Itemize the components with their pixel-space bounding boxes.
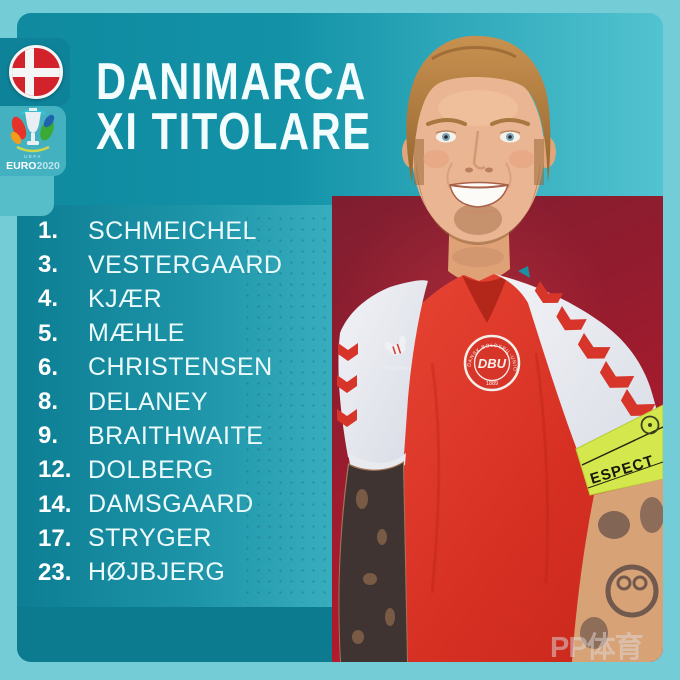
player-number: 17. [38, 524, 72, 552]
crest-year: 1889 [486, 381, 498, 387]
main-panel: ESPECT DANSK BOLDSPIL-UNION [17, 13, 663, 662]
list-item: 6. CHRISTENSEN [38, 351, 328, 385]
player-number: 12. [38, 456, 72, 484]
list-item: 1. SCHMEICHEL [38, 214, 328, 248]
player-photo: ESPECT DANSK BOLDSPIL-UNION [332, 13, 663, 662]
player-name: SCHMEICHEL [88, 216, 257, 245]
player-name: DAMSGAARD [88, 490, 254, 519]
player-name: CHRISTENSEN [88, 353, 273, 382]
player-number: 14. [38, 490, 72, 518]
player-number: 4. [38, 285, 59, 313]
list-item: 3. VESTERGAARD [38, 248, 328, 282]
player-name: HØJBJERG [88, 558, 226, 587]
player-number: 23. [38, 558, 72, 586]
list-item: 5. MÆHLE [38, 317, 328, 351]
list-item: 12. DOLBERG [38, 453, 328, 487]
hummel-chevrons-right [534, 281, 656, 416]
list-item: 23. HØJBJERG [38, 556, 328, 590]
list-item: 14. DAMSGAARD [38, 488, 328, 522]
list-item: 8. DELANEY [38, 385, 328, 419]
player-name: BRAITHWAITE [88, 421, 264, 450]
hummel-chevrons-left [337, 343, 358, 427]
captain-armband: ESPECT [575, 404, 663, 496]
player-list: 1. SCHMEICHEL 3. VESTERGAARD 4. KJÆR 5. … [38, 214, 328, 590]
title-line-2: XI TITOLARE [96, 103, 372, 161]
player-name: DELANEY [88, 387, 209, 416]
uefa-label: UEFA [24, 154, 42, 159]
player-name: KJÆR [88, 284, 163, 313]
left-arm-tattoo-highlights [352, 489, 395, 644]
hummel-logo: hummel [384, 335, 411, 372]
hummel-wordmark: hummel [385, 365, 411, 372]
euro-label: EURO [6, 160, 36, 172]
player-name: MÆHLE [88, 319, 185, 348]
list-item: 17. STRYGER [38, 522, 328, 556]
player-number: 6. [38, 353, 59, 381]
title-line-1: DANIMARCA [96, 53, 367, 111]
euro-tile-tab [0, 176, 54, 216]
page-title: DANIMARCA XI TITOLARE [96, 53, 441, 161]
euro-year: 2020 [36, 160, 60, 172]
euro2020-logo-icon: UEFA EURO2020 [6, 108, 60, 172]
player-number: 8. [38, 388, 59, 416]
pp-sports-watermark: PP体育 [550, 632, 644, 664]
player-number: 5. [38, 319, 59, 347]
right-arm-tattoos [580, 497, 663, 649]
list-item: 9. BRAITHWAITE [38, 419, 328, 453]
list-item: 4. KJÆR [38, 282, 328, 316]
euro2020-tile: UEFA EURO2020 [0, 106, 66, 176]
crest-label: DBU [478, 356, 507, 371]
list-background [17, 205, 332, 607]
player-number: 9. [38, 422, 59, 450]
player-name: DOLBERG [88, 455, 214, 484]
player-name: STRYGER [88, 524, 212, 553]
flag-tile [0, 38, 70, 106]
player-name: VESTERGAARD [88, 250, 283, 279]
player-number: 3. [38, 251, 59, 279]
player-number: 1. [38, 217, 59, 245]
footer-band [17, 607, 332, 662]
halftone-texture [242, 213, 332, 603]
denmark-flag-icon [9, 45, 63, 99]
svg-text:EURO2020: EURO2020 [6, 160, 60, 172]
